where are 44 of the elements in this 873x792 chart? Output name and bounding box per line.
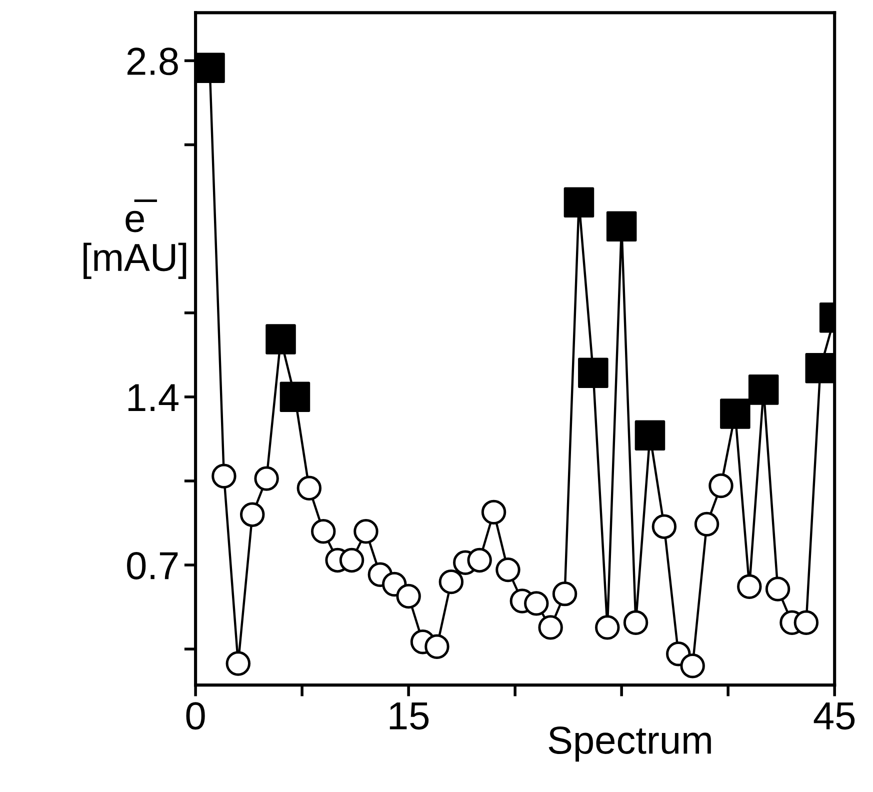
point [748, 374, 779, 405]
point [496, 557, 520, 582]
point [396, 584, 421, 609]
point [805, 352, 835, 384]
point [467, 548, 492, 573]
point [694, 512, 720, 537]
point [538, 615, 563, 640]
y-tick-label: 2.8 [127, 48, 178, 76]
point [595, 615, 620, 640]
point [196, 52, 225, 84]
point [424, 634, 450, 660]
point [794, 610, 819, 636]
point [311, 519, 336, 544]
point [680, 654, 705, 678]
point [438, 569, 464, 594]
point [254, 466, 279, 491]
y-tick-label: 1.4 [128, 384, 178, 411]
point [296, 476, 322, 501]
point [226, 651, 251, 676]
point [240, 502, 265, 527]
x-tick-label: 0 [186, 702, 205, 730]
x-tick-label: 45 [814, 702, 855, 730]
point [578, 358, 608, 388]
point [708, 473, 734, 498]
point [212, 464, 236, 489]
point [524, 591, 549, 616]
point [266, 324, 296, 354]
point [606, 211, 637, 242]
point [720, 398, 750, 429]
point [481, 500, 506, 525]
x-axis-title: Spectrum [548, 726, 711, 762]
point [280, 382, 310, 412]
point [623, 610, 648, 636]
point [564, 187, 594, 218]
point [765, 576, 790, 602]
point [634, 420, 666, 450]
point [652, 514, 677, 539]
point [552, 581, 578, 606]
point [737, 574, 762, 599]
point [339, 548, 364, 573]
point [354, 519, 378, 544]
x-tick-label: 15 [390, 702, 429, 730]
y-axis-title: e̅ [mAU] [84, 200, 186, 279]
y-tick-label: 0.7 [127, 552, 178, 580]
